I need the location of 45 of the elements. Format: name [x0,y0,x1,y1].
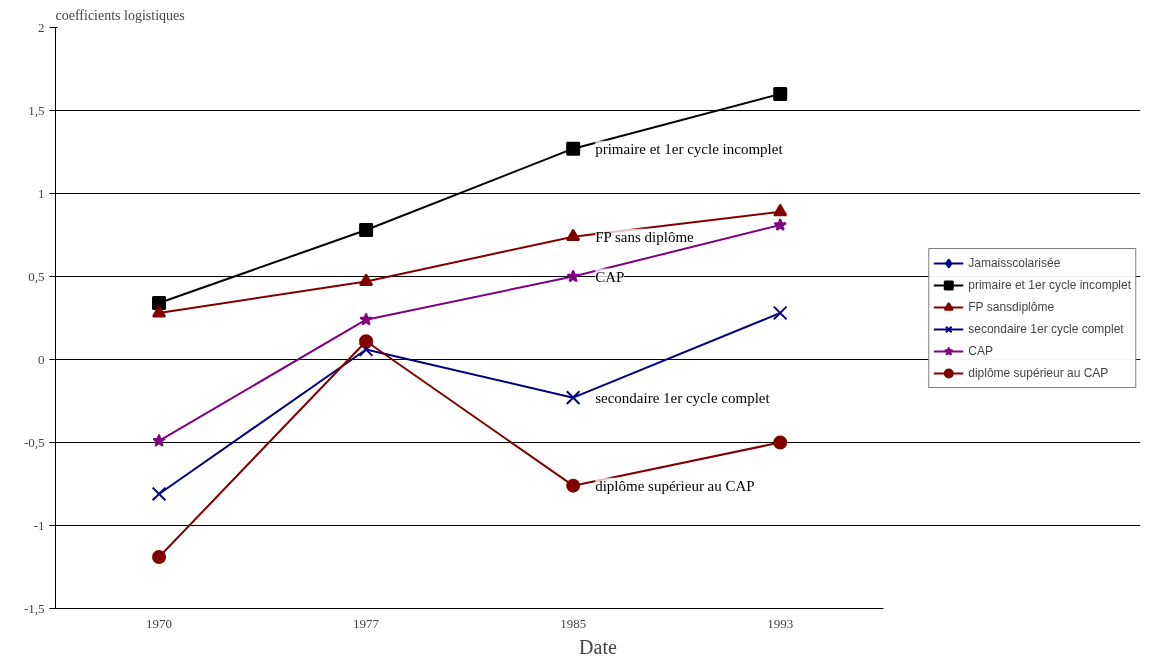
y-tick-label: 1 [38,185,45,201]
legend-label: Jamaisscolarisée [968,255,1061,270]
point [772,305,788,321]
y-tick-label: 0,5 [28,268,45,284]
y-tick-label: 2 [38,19,45,35]
point [152,433,166,447]
point [773,218,787,231]
point [359,312,373,326]
point [358,342,374,357]
point [359,273,374,286]
x-tick-label: 1993 [767,615,794,631]
point [773,203,788,217]
legend-label: diplôme supérieur au CAP [968,365,1109,380]
point [565,390,581,406]
point [566,228,581,242]
legend-label: secondaire 1er cycle complet [968,321,1124,336]
point [566,141,581,156]
y-tick-label: -0,5 [23,434,45,450]
annotation: primaire et 1er cycle incomplet [595,140,784,157]
point [151,486,167,502]
legend-label: CAP [968,343,993,358]
x-tick-label: 1985 [560,615,587,631]
y-axis-title: coefficients logistiques [55,7,185,23]
point [359,223,374,238]
annotation: FP sans diplôme [595,228,695,245]
point [773,435,788,450]
point [566,478,581,493]
annotation: diplôme supérieur au CAP [595,477,755,494]
x-tick-label: 1970 [146,615,173,631]
y-tick-label: 0 [38,351,45,367]
annotation: CAP [595,268,625,285]
legend-label: FP sansdiplôme [968,299,1055,314]
point [773,86,788,101]
annotation: secondaire 1er cycle complet [595,389,771,406]
point [152,550,167,565]
point [359,334,374,349]
y-tick-label: 1,5 [28,102,45,118]
y-tick-label: -1 [33,517,45,533]
y-tick-label: -1,5 [23,600,45,616]
point [152,296,167,311]
point [566,269,580,283]
legend-label: primaire et 1er cycle incomplet [968,277,1131,292]
point [152,305,167,318]
x-axis-title: Date [579,635,617,658]
x-tick-label: 1977 [353,615,380,631]
